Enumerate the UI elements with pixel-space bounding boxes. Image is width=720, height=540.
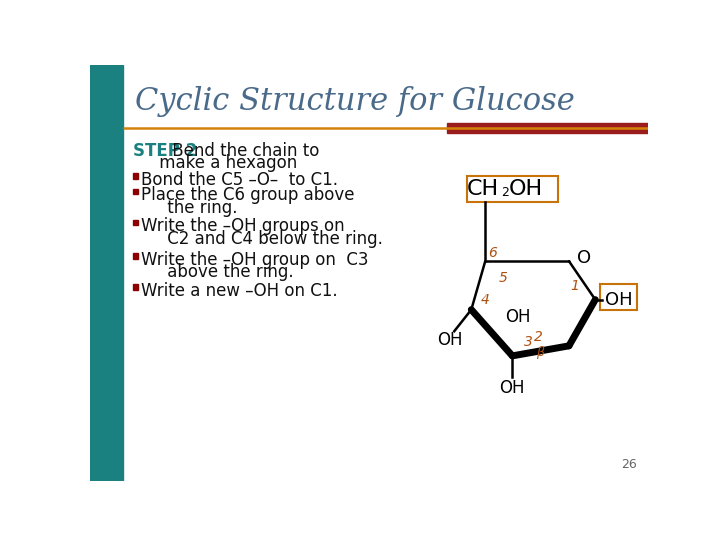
Text: 2: 2 — [534, 329, 543, 343]
Text: OH: OH — [605, 291, 632, 309]
Bar — [132, 220, 138, 225]
Text: CH: CH — [467, 179, 499, 199]
Text: OH: OH — [508, 179, 543, 199]
Text: OH: OH — [505, 308, 531, 326]
Text: Bend the chain to: Bend the chain to — [167, 142, 319, 160]
Text: 5: 5 — [499, 271, 508, 285]
Bar — [90, 65, 122, 481]
Bar — [132, 253, 138, 259]
Text: O: O — [577, 249, 591, 267]
Text: OH: OH — [437, 332, 462, 349]
Text: β: β — [536, 346, 544, 359]
Bar — [600, 284, 637, 310]
Text: 4: 4 — [481, 293, 490, 307]
Text: Write the –OH groups on: Write the –OH groups on — [141, 217, 345, 235]
Text: 2: 2 — [500, 186, 508, 199]
Text: 3: 3 — [524, 335, 533, 349]
Text: OH: OH — [500, 379, 525, 397]
Bar — [132, 173, 138, 179]
Bar — [446, 123, 648, 132]
Text: above the ring.: above the ring. — [141, 264, 294, 281]
Text: C2 and C4 below the ring.: C2 and C4 below the ring. — [141, 230, 383, 247]
Text: make a hexagon: make a hexagon — [132, 154, 297, 172]
Bar — [132, 189, 138, 194]
Text: STEP 2: STEP 2 — [132, 142, 197, 160]
Text: 1: 1 — [570, 279, 580, 293]
Bar — [132, 284, 138, 289]
Text: 26: 26 — [621, 458, 637, 471]
Text: Bond the C5 –O–  to C1.: Bond the C5 –O– to C1. — [141, 171, 338, 189]
Text: 6: 6 — [488, 246, 498, 260]
Text: Write the –OH group on  C3: Write the –OH group on C3 — [141, 251, 369, 269]
Text: Write a new –OH on C1.: Write a new –OH on C1. — [141, 282, 338, 300]
Bar — [467, 176, 558, 202]
Text: Cyclic Structure for Glucose: Cyclic Structure for Glucose — [135, 86, 575, 117]
Text: Place the C6 group above: Place the C6 group above — [141, 186, 355, 205]
Text: the ring.: the ring. — [141, 199, 238, 217]
